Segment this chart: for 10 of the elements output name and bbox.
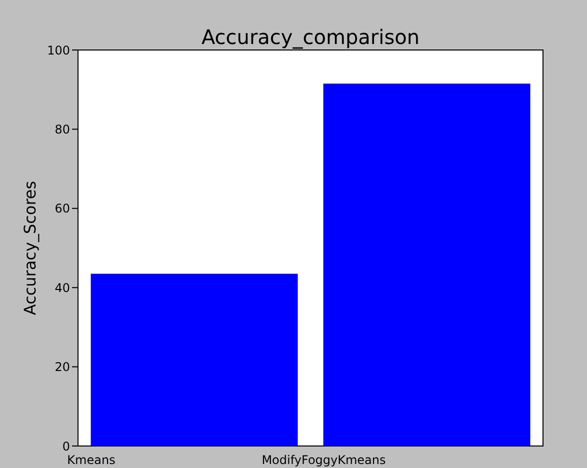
x-tick-label: Kmeans [67, 453, 116, 467]
y-tick-label: 80 [54, 122, 70, 136]
x-tick-label: ModifyFoggyKmeans [262, 453, 386, 467]
y-tick-label: 60 [54, 202, 70, 216]
y-tick-label: 20 [54, 360, 70, 374]
y-axis-title: Accuracy_Scores [20, 180, 40, 316]
y-tick-label: 40 [54, 280, 70, 295]
y-tick-label: 0 [62, 439, 70, 454]
y-tick-label: 100 [47, 43, 70, 58]
chart-title: Accuracy_comparison [200, 25, 421, 49]
